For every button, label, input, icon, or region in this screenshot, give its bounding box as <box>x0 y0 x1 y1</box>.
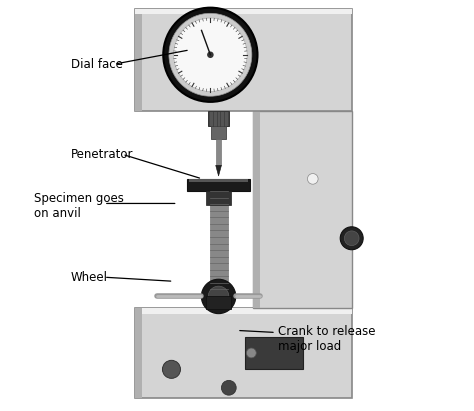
Circle shape <box>163 360 181 379</box>
Circle shape <box>169 13 252 96</box>
Bar <box>187 179 250 191</box>
FancyBboxPatch shape <box>135 308 352 398</box>
Bar <box>210 189 228 293</box>
Circle shape <box>340 227 363 250</box>
Bar <box>216 139 221 165</box>
Bar <box>206 296 231 309</box>
Bar <box>135 9 142 111</box>
Circle shape <box>207 51 214 58</box>
Circle shape <box>173 18 247 92</box>
Circle shape <box>208 286 229 307</box>
Text: Dial face: Dial face <box>71 58 123 71</box>
Circle shape <box>308 173 318 184</box>
Circle shape <box>163 8 257 102</box>
Circle shape <box>201 279 236 314</box>
Bar <box>254 111 260 308</box>
Text: Specimen goes
on anvil: Specimen goes on anvil <box>34 192 124 219</box>
Bar <box>209 111 229 126</box>
Text: Penetrator: Penetrator <box>71 148 134 161</box>
Bar <box>245 337 302 369</box>
Polygon shape <box>216 165 221 176</box>
Text: Wheel: Wheel <box>71 271 108 284</box>
Bar <box>135 308 352 314</box>
Circle shape <box>246 348 256 358</box>
Bar <box>135 308 142 398</box>
Text: Crank to release
major load: Crank to release major load <box>278 325 375 353</box>
Bar <box>211 126 226 139</box>
Bar <box>206 191 231 205</box>
Bar <box>189 179 248 182</box>
Circle shape <box>221 381 236 395</box>
Bar <box>135 9 352 111</box>
Bar <box>254 111 352 308</box>
Bar <box>135 9 352 14</box>
Circle shape <box>344 231 359 246</box>
